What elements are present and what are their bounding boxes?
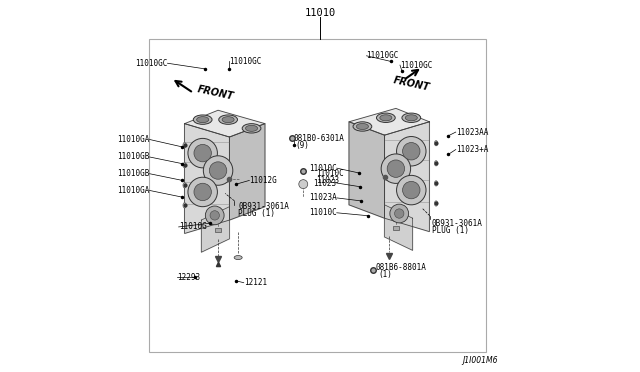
Polygon shape (184, 124, 230, 234)
Ellipse shape (353, 122, 372, 131)
Text: 11023AA: 11023AA (456, 128, 488, 137)
Text: PLUG (1): PLUG (1) (238, 209, 275, 218)
Text: 11010GA: 11010GA (117, 186, 150, 195)
Ellipse shape (234, 256, 242, 260)
Text: 081B0-6301A: 081B0-6301A (294, 134, 345, 143)
Circle shape (381, 154, 411, 183)
Ellipse shape (402, 113, 420, 122)
Text: 11010C: 11010C (316, 169, 344, 178)
Ellipse shape (435, 161, 438, 166)
Text: 11010: 11010 (305, 8, 335, 18)
Polygon shape (184, 110, 265, 137)
Ellipse shape (356, 124, 369, 129)
Ellipse shape (222, 117, 234, 123)
Text: 11010GB: 11010GB (117, 153, 150, 161)
Text: (9): (9) (296, 141, 310, 150)
Text: 11023: 11023 (316, 176, 339, 185)
Text: 11010C: 11010C (309, 208, 337, 217)
Circle shape (194, 144, 211, 162)
Circle shape (299, 180, 308, 189)
Ellipse shape (196, 117, 209, 123)
Circle shape (209, 162, 227, 179)
Circle shape (194, 183, 211, 201)
Polygon shape (202, 207, 230, 252)
Ellipse shape (435, 201, 438, 206)
Ellipse shape (193, 115, 212, 124)
Ellipse shape (219, 115, 237, 124)
Ellipse shape (405, 115, 417, 121)
Polygon shape (385, 122, 429, 232)
Text: 11023: 11023 (314, 179, 337, 187)
Text: 11010C: 11010C (309, 164, 337, 173)
Text: 11023+A: 11023+A (456, 145, 488, 154)
Circle shape (403, 182, 420, 199)
Text: 0B931-3061A: 0B931-3061A (238, 202, 289, 211)
Bar (149, 39, 486, 352)
Text: 11012G: 11012G (250, 176, 277, 185)
Ellipse shape (435, 141, 438, 146)
Text: 11010GC: 11010GC (367, 51, 399, 60)
Ellipse shape (435, 181, 438, 186)
Text: PLUG (1): PLUG (1) (431, 226, 468, 235)
Text: 11010GB: 11010GB (117, 169, 150, 178)
Text: FRONT: FRONT (392, 75, 431, 93)
Text: 11010G: 11010G (179, 222, 206, 231)
Ellipse shape (183, 163, 186, 168)
Circle shape (210, 211, 220, 220)
Circle shape (188, 138, 218, 168)
Text: 0B931-3061A: 0B931-3061A (431, 219, 483, 228)
Text: 11010GC: 11010GC (135, 59, 168, 68)
Polygon shape (230, 124, 265, 220)
Circle shape (394, 209, 404, 218)
Text: 12293: 12293 (177, 273, 200, 282)
Text: (1): (1) (379, 270, 393, 279)
Ellipse shape (242, 124, 261, 133)
Bar (216, 228, 221, 232)
Ellipse shape (183, 183, 186, 188)
Circle shape (397, 175, 426, 205)
Polygon shape (385, 205, 413, 250)
Ellipse shape (380, 115, 392, 121)
Ellipse shape (246, 125, 257, 131)
Ellipse shape (376, 113, 396, 122)
Ellipse shape (183, 142, 186, 148)
Circle shape (390, 204, 408, 223)
Circle shape (204, 156, 233, 185)
Ellipse shape (183, 203, 186, 208)
Polygon shape (349, 108, 429, 135)
Text: J1I001M6: J1I001M6 (462, 356, 498, 365)
Circle shape (387, 160, 404, 177)
Text: 11010GA: 11010GA (117, 135, 150, 144)
Text: FRONT: FRONT (196, 84, 235, 102)
Bar (393, 226, 399, 230)
Text: 11010GC: 11010GC (229, 57, 261, 66)
Circle shape (205, 206, 224, 225)
Circle shape (188, 177, 218, 207)
Text: 11010GC: 11010GC (400, 61, 433, 70)
Text: 12121: 12121 (244, 278, 267, 287)
Circle shape (397, 137, 426, 166)
Text: 081B6-8801A: 081B6-8801A (375, 263, 426, 272)
Polygon shape (349, 122, 385, 218)
Text: 11023A: 11023A (309, 193, 337, 202)
Circle shape (403, 142, 420, 160)
